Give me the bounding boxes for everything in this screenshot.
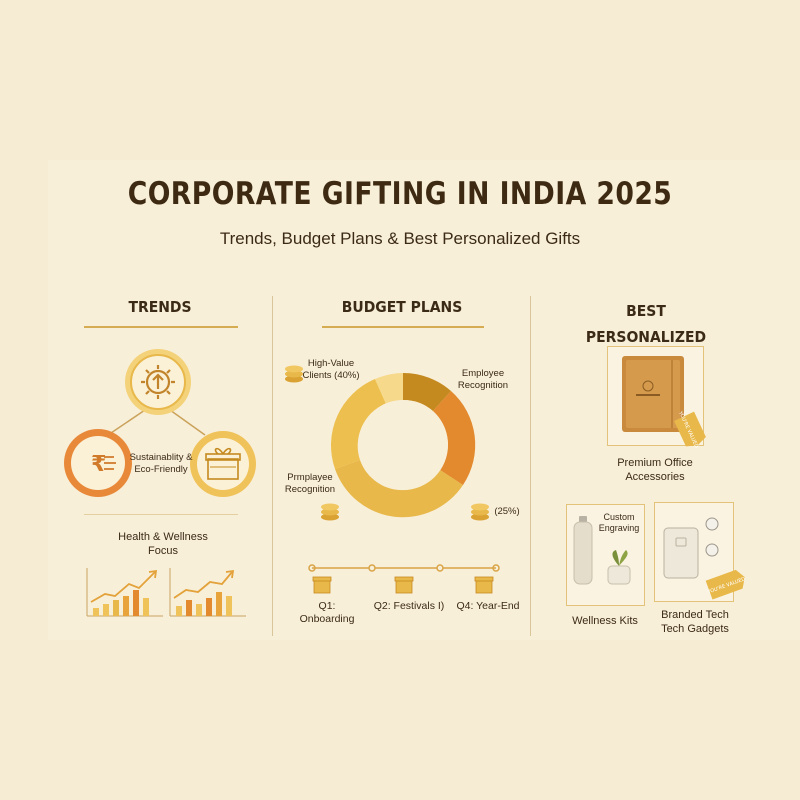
pct-25-label: (25%) [494, 506, 520, 517]
gift-icon-q1 [312, 576, 332, 594]
water-bottle-icon [573, 516, 593, 585]
svg-text:₹: ₹ [91, 452, 106, 477]
coin-stack-icon-bottom-right [471, 503, 489, 521]
donut-segment-employee-dark [403, 372, 451, 411]
gift-icon-q4 [474, 576, 494, 594]
gear-arrow-icon [125, 349, 191, 415]
sustainability-label: Sustainablity & Eco-Friendly [129, 452, 193, 475]
timeline-q1-label: Q1: Onboarding [299, 600, 355, 626]
donut-segment-gold-low [335, 460, 463, 518]
page-subtitle: Trends, Budget Plans & Best Personalized… [219, 229, 581, 248]
budget-heading: BUDGET PLANS [341, 298, 463, 316]
plant-pot-icon [607, 550, 631, 585]
budget-heading-rule [322, 326, 484, 328]
eco-gift-box-icon [190, 431, 256, 497]
employee-recognition-label: Employee Recognition [457, 368, 509, 391]
health-label: Health & Wellness Focus [118, 531, 208, 558]
donut-segment-employee-orange [433, 391, 476, 485]
office-accessories-label: Premium Office Accessories [617, 457, 693, 484]
custom-engraving-label: Custom Engraving [598, 512, 640, 534]
budget-timeline [308, 564, 500, 594]
separator-right [530, 296, 531, 636]
trends-mid-rule [84, 514, 238, 515]
power-bank-icon [663, 527, 699, 579]
wellness-kits-label: Wellness Kits [572, 615, 638, 627]
youre-valued-tag-1: YOU'RE VALUED [674, 410, 706, 449]
timeline-q4-label: Q4: Year-End [456, 600, 520, 612]
donut-segment-gold-left [330, 379, 386, 469]
earbuds-icon [705, 517, 719, 557]
high-value-clients-label: High-Value Clients (40%) [302, 358, 360, 381]
donut-segment-light [375, 373, 403, 404]
prmployee-recognition-label: Prmplayee Recognition [284, 472, 336, 495]
tech-gadgets-label: Branded Tech Tech Gadgets [661, 609, 729, 636]
gift-icon-q2 [394, 576, 414, 594]
timeline-q2-label: Q2: Festivals I) [373, 600, 445, 612]
separator-left [272, 296, 273, 636]
trend-bar-chart-1 [86, 568, 163, 617]
trend-bar-chart-2 [169, 568, 246, 617]
leather-notebook-icon [622, 356, 684, 432]
youre-valued-tag-2: YOU'RE VALUED [705, 569, 747, 600]
coin-stack-icon-top-left [285, 365, 303, 383]
page-title: CORPORATE GIFTING IN INDIA 2025 [127, 176, 673, 212]
budget-donut-chart [330, 372, 476, 518]
coin-stack-icon-bottom-left [321, 503, 339, 521]
rupee-icon: ₹ [64, 429, 132, 497]
trends-heading-rule [84, 326, 238, 328]
trends-heading: TRENDS [128, 298, 192, 316]
